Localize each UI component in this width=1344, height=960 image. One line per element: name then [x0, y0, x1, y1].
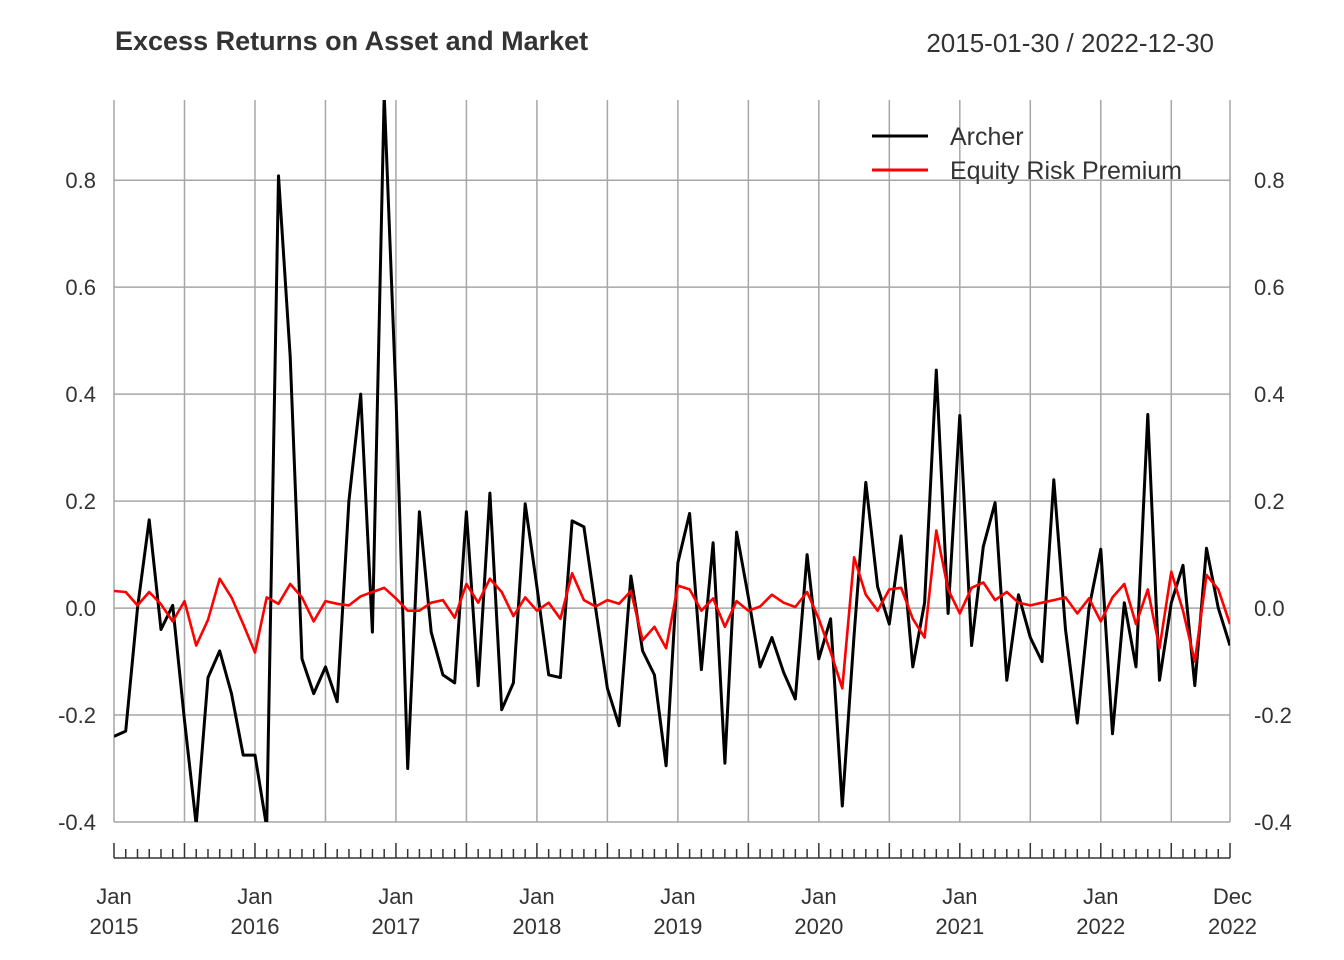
legend-label: Equity Risk Premium [950, 157, 1182, 185]
y-tick-label-left: 0.6 [65, 275, 96, 300]
y-tick-label-left: 0.2 [65, 489, 96, 514]
y-tick-label-right: 0.0 [1254, 596, 1285, 621]
y-tick-label-left: -0.4 [58, 810, 96, 835]
x-tick-label-month: Jan [378, 884, 413, 909]
y-tick-label-right: -0.4 [1254, 810, 1292, 835]
x-tick-label-month: Jan [1083, 884, 1118, 909]
x-tick-label-year: 2017 [371, 914, 420, 939]
date-range-label: 2015-01-30 / 2022-12-30 [926, 28, 1214, 58]
x-tick-label-month: Jan [96, 884, 131, 909]
x-tick-label-year: 2022 [1076, 914, 1125, 939]
y-tick-label-left: 0.4 [65, 382, 96, 407]
x-tick-label-year: 2018 [512, 914, 561, 939]
x-tick-label-month: Jan [237, 884, 272, 909]
chart-title: Excess Returns on Asset and Market [115, 26, 589, 56]
x-tick-label-month: Jan [660, 884, 695, 909]
y-tick-label-right: 0.4 [1254, 382, 1285, 407]
y-tick-label-right: 0.2 [1254, 489, 1285, 514]
y-tick-label-left: -0.2 [58, 703, 96, 728]
y-tick-label-left: 0.8 [65, 168, 96, 193]
y-tick-label-right: -0.2 [1254, 703, 1292, 728]
series-line-archer [114, 100, 1230, 822]
series-line-equity-risk-premium [114, 529, 1230, 690]
x-tick-label-month: Jan [519, 884, 554, 909]
y-tick-label-right: 0.6 [1254, 275, 1285, 300]
x-tick-label-year: 2021 [935, 914, 984, 939]
x-tick-label-year: 2015 [90, 914, 139, 939]
y-tick-label-left: 0.0 [65, 596, 96, 621]
x-tick-label-month: Jan [942, 884, 977, 909]
x-tick-label-year: 2019 [653, 914, 702, 939]
x-tick-label-month: Dec [1213, 884, 1252, 909]
x-tick-label-year: 2022 [1208, 914, 1257, 939]
legend-label: Archer [950, 123, 1024, 151]
x-tick-label-year: 2016 [230, 914, 279, 939]
x-tick-label-year: 2020 [794, 914, 843, 939]
x-tick-label-month: Jan [801, 884, 836, 909]
y-tick-label-right: 0.8 [1254, 168, 1285, 193]
